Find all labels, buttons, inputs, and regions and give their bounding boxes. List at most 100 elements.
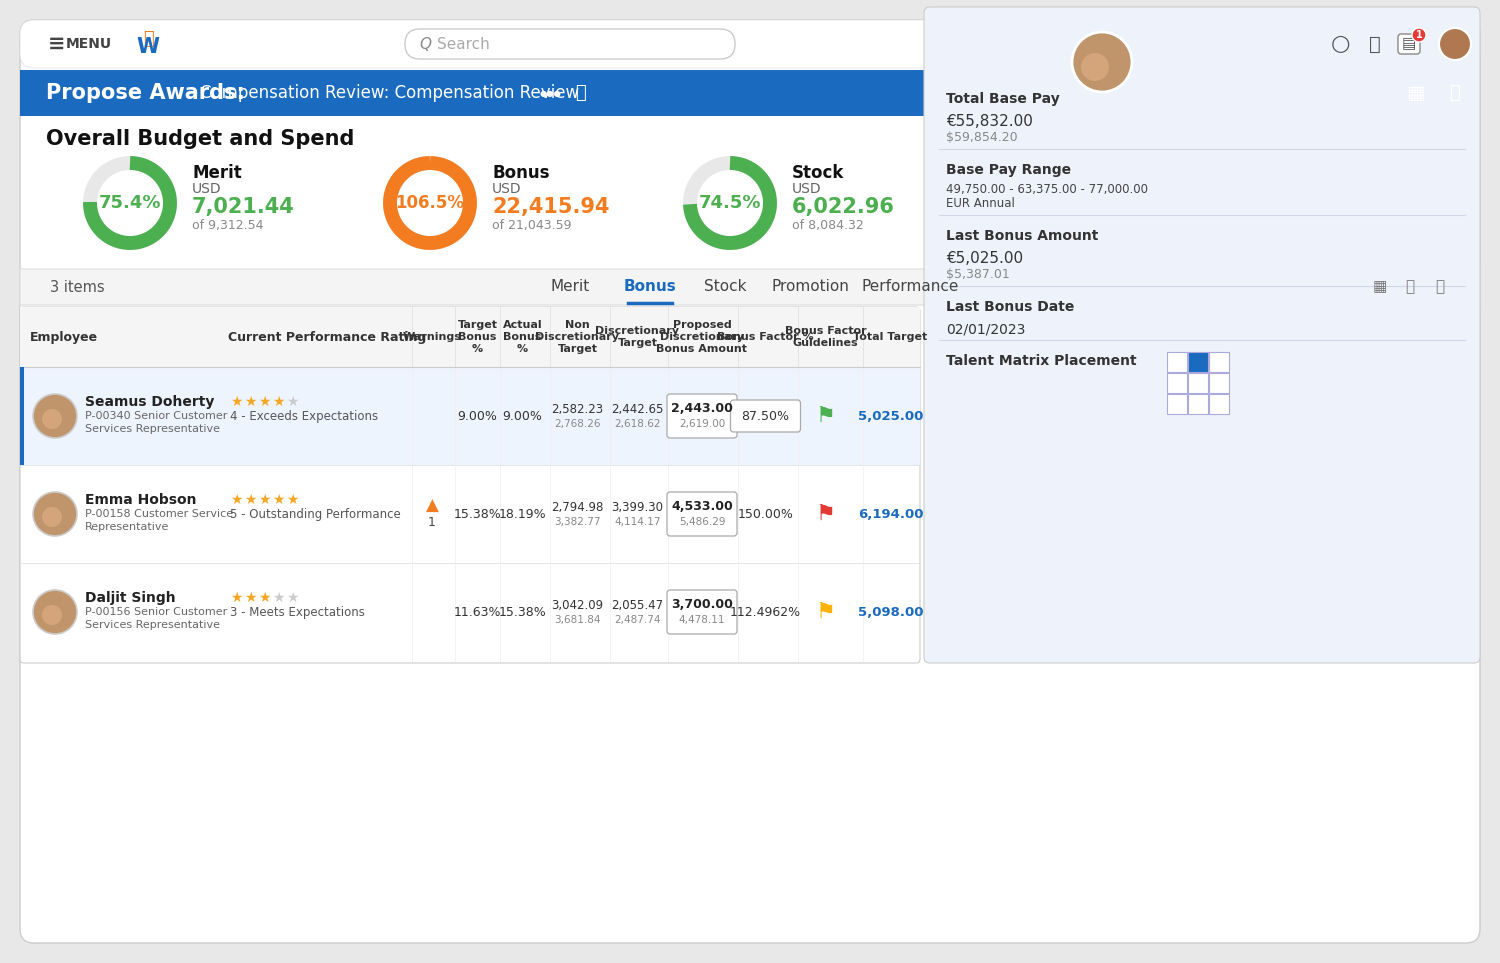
- Text: 3,382.77: 3,382.77: [555, 517, 600, 527]
- Text: ⧖: ⧖: [574, 84, 585, 102]
- Text: 4 - Exceeds Expectations: 4 - Exceeds Expectations: [230, 409, 378, 423]
- Text: 2,487.74: 2,487.74: [615, 615, 660, 625]
- Text: 18.19%: 18.19%: [498, 508, 546, 520]
- Text: Discretionary
Target: Discretionary Target: [596, 325, 680, 349]
- Text: Bonus Factor
Guidelines: Bonus Factor Guidelines: [784, 325, 867, 349]
- Bar: [20, 307, 920, 367]
- Text: ★: ★: [244, 591, 256, 605]
- Text: 2,582.23: 2,582.23: [552, 403, 603, 415]
- Bar: [1188, 373, 1208, 393]
- Text: ★: ★: [272, 395, 285, 409]
- Text: 02/01/2023: 02/01/2023: [946, 322, 1026, 336]
- FancyBboxPatch shape: [405, 29, 735, 59]
- Text: USD: USD: [792, 182, 822, 196]
- Text: P-00158 Customer Service: P-00158 Customer Service: [86, 509, 232, 519]
- Text: 3,681.84: 3,681.84: [555, 615, 600, 625]
- Circle shape: [42, 507, 62, 527]
- Text: 3,042.09: 3,042.09: [552, 598, 603, 612]
- Text: ○: ○: [1330, 34, 1350, 54]
- Text: 106.5%: 106.5%: [396, 194, 465, 212]
- FancyBboxPatch shape: [668, 492, 736, 536]
- Circle shape: [1082, 53, 1108, 81]
- Text: ≡: ≡: [48, 34, 66, 54]
- Text: Promotion: Promotion: [771, 278, 849, 294]
- Text: Services Representative: Services Representative: [86, 424, 220, 434]
- Text: ★: ★: [258, 591, 270, 605]
- Text: ⚑: ⚑: [816, 504, 836, 524]
- Text: ★: ★: [258, 395, 270, 409]
- Text: W: W: [136, 37, 159, 57]
- Text: 74.5%: 74.5%: [699, 194, 760, 212]
- Circle shape: [1412, 28, 1426, 42]
- Text: Merit: Merit: [192, 164, 242, 182]
- Text: 150.00%: 150.00%: [738, 508, 794, 520]
- Text: Last Bonus Date: Last Bonus Date: [946, 300, 1074, 314]
- Text: 15.38%: 15.38%: [498, 606, 546, 618]
- Text: €55,832.00: €55,832.00: [946, 114, 1034, 129]
- FancyBboxPatch shape: [668, 590, 736, 634]
- Text: 🔔: 🔔: [1370, 35, 1382, 54]
- FancyBboxPatch shape: [668, 394, 736, 438]
- Text: ▦: ▦: [1372, 279, 1388, 295]
- Text: Employee: Employee: [30, 330, 98, 344]
- Text: Total Target: Total Target: [853, 332, 927, 342]
- Bar: [20, 367, 24, 465]
- Text: ⚑: ⚑: [816, 406, 836, 426]
- Text: Overall Budget and Spend: Overall Budget and Spend: [46, 129, 354, 149]
- Text: Bonus: Bonus: [624, 278, 676, 294]
- Text: ★: ★: [244, 493, 256, 507]
- Text: ★: ★: [286, 591, 298, 605]
- Text: 22,415.94: 22,415.94: [492, 197, 609, 217]
- Text: 2,442.65: 2,442.65: [612, 403, 663, 415]
- Bar: [1209, 352, 1228, 372]
- Text: ★: ★: [272, 591, 285, 605]
- Text: 3 - Meets Expectations: 3 - Meets Expectations: [230, 606, 364, 618]
- Text: ★: ★: [244, 395, 256, 409]
- Text: Search: Search: [436, 37, 489, 51]
- Text: Target
Bonus
%: Target Bonus %: [458, 320, 498, 354]
- Text: 49,750.00 - 63,375.00 - 77,000.00: 49,750.00 - 63,375.00 - 77,000.00: [946, 183, 1148, 196]
- FancyBboxPatch shape: [20, 269, 1480, 305]
- Text: 7,021.44: 7,021.44: [192, 197, 294, 217]
- Text: 5,486.29: 5,486.29: [678, 517, 726, 527]
- Text: ▲: ▲: [426, 497, 438, 515]
- Bar: [1188, 352, 1208, 372]
- Text: Warnings: Warnings: [402, 332, 462, 342]
- Text: USD: USD: [192, 182, 222, 196]
- Text: Bonus Factor %: Bonus Factor %: [717, 332, 815, 342]
- Text: 15.38%: 15.38%: [453, 508, 501, 520]
- Text: 11.63%: 11.63%: [453, 606, 501, 618]
- FancyBboxPatch shape: [1398, 34, 1420, 54]
- Text: 2,618.62: 2,618.62: [615, 419, 660, 429]
- Text: Current Performance Rating: Current Performance Rating: [228, 330, 426, 344]
- Text: 2,619.00: 2,619.00: [680, 419, 724, 429]
- Text: 1: 1: [427, 515, 436, 529]
- Text: ★: ★: [286, 395, 298, 409]
- Circle shape: [1072, 32, 1132, 92]
- Text: USD: USD: [492, 182, 522, 196]
- Circle shape: [33, 492, 76, 536]
- Circle shape: [42, 409, 62, 429]
- Text: P-00340 Senior Customer: P-00340 Senior Customer: [86, 411, 228, 421]
- Text: 3 items: 3 items: [50, 279, 105, 295]
- Text: Stock: Stock: [704, 278, 747, 294]
- Text: ⌢: ⌢: [142, 30, 153, 48]
- Bar: [1167, 394, 1186, 414]
- Text: 6,022.96: 6,022.96: [792, 197, 895, 217]
- Text: 9.00%: 9.00%: [503, 409, 543, 423]
- Text: of 9,312.54: of 9,312.54: [192, 219, 264, 231]
- Bar: [20, 367, 920, 465]
- Text: 2,055.47: 2,055.47: [612, 598, 663, 612]
- Text: 112.4962%: 112.4962%: [730, 606, 801, 618]
- Text: 4,533.00: 4,533.00: [670, 500, 734, 512]
- Text: 5,098.00: 5,098.00: [858, 606, 922, 618]
- Text: Last Bonus Amount: Last Bonus Amount: [946, 229, 1098, 243]
- Text: Compensation Review: Compensation Review: Compensation Review: Compensation Review: [200, 84, 579, 102]
- Text: of 8,084.32: of 8,084.32: [792, 219, 864, 231]
- Circle shape: [42, 605, 62, 625]
- Text: Propose Awards:: Propose Awards:: [46, 83, 244, 103]
- Text: ★: ★: [230, 493, 243, 507]
- Text: Daljit Singh: Daljit Singh: [86, 591, 176, 605]
- Text: €5,025.00: €5,025.00: [946, 251, 1023, 266]
- Bar: [1167, 373, 1186, 393]
